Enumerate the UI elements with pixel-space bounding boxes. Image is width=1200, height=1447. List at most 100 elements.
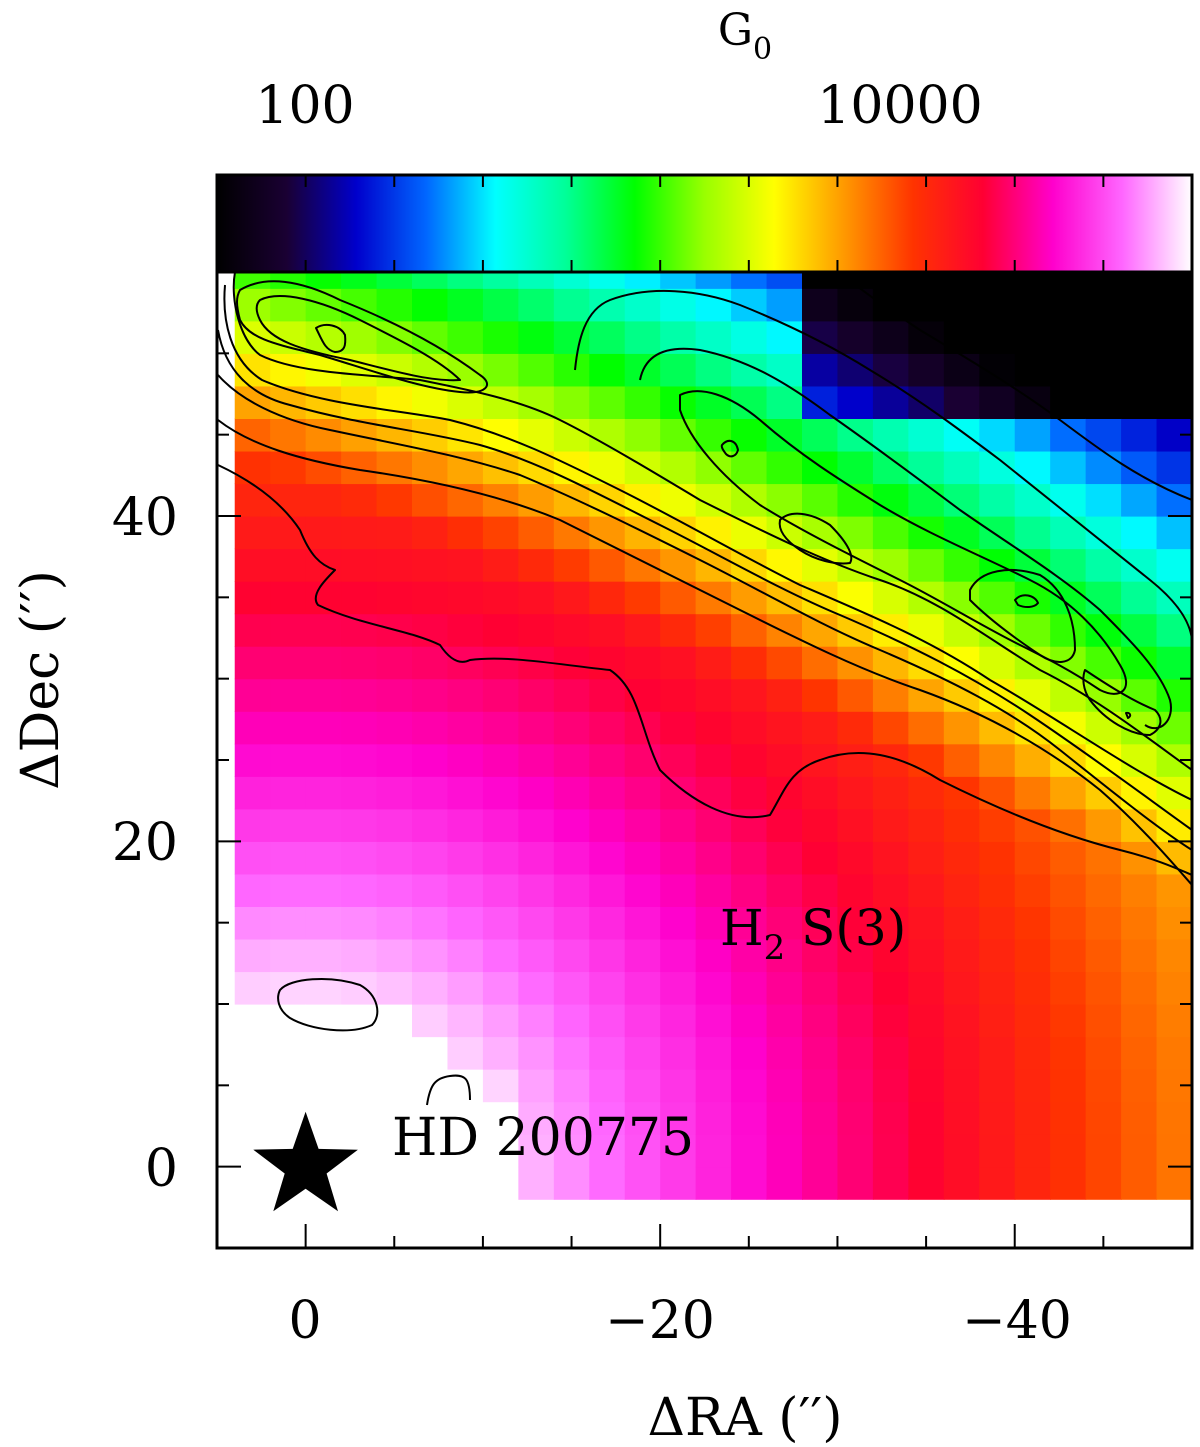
heatmap-cell: [1121, 548, 1158, 582]
heatmap-cell: [376, 288, 413, 322]
heatmap-cell: [1121, 581, 1158, 615]
heatmap-cell: [482, 353, 519, 387]
heatmap-cell: [482, 613, 519, 647]
heatmap-cell: [802, 971, 839, 1005]
heatmap-cell: [1121, 1166, 1158, 1200]
heatmap-cell: [872, 906, 909, 940]
heatmap-cell: [1050, 1004, 1087, 1038]
heatmap-cell: [270, 873, 307, 907]
heatmap-cell: [412, 646, 449, 680]
heatmap-cell: [1014, 743, 1051, 777]
heatmap-cell: [376, 808, 413, 842]
heatmap-cell: [731, 678, 768, 712]
heatmap-cell: [270, 971, 307, 1005]
heatmap-cell: [943, 808, 980, 842]
heatmap-cell: [341, 873, 378, 907]
heatmap-cell: [802, 353, 839, 387]
heatmap-cell: [624, 385, 661, 419]
heatmap-cell: [837, 971, 874, 1005]
heatmap-cell: [660, 873, 697, 907]
contour-7: [236, 280, 488, 394]
heatmap-cell: [341, 548, 378, 582]
heatmap-cell: [305, 711, 342, 745]
heatmap-cell: [589, 646, 626, 680]
heatmap-cell: [908, 906, 945, 940]
heatmap-cell: [412, 711, 449, 745]
heatmap-cell: [482, 678, 519, 712]
heatmap-cell: [234, 938, 271, 973]
heatmap-cell: [447, 938, 484, 973]
heatmap-cell: [1085, 808, 1122, 842]
heatmap-cell: [731, 646, 768, 680]
heatmap-cell: [412, 483, 449, 517]
heatmap-cell: [482, 1134, 519, 1168]
heatmap-cell: [908, 483, 945, 517]
heatmap-cell: [589, 873, 626, 907]
heatmap-cell: [447, 678, 484, 712]
heatmap-cell: [376, 516, 413, 550]
heatmap-cell: [412, 288, 449, 322]
heatmap-cell: [660, 613, 697, 647]
heatmap-cell: [1050, 938, 1087, 973]
heatmap-cell: [234, 743, 271, 777]
heatmap-cell: [1050, 743, 1087, 777]
heatmap-cell: [837, 1166, 874, 1200]
heatmap-cell: [695, 743, 732, 777]
heatmap-cell: [1014, 1069, 1051, 1103]
heatmap-cell: [660, 1166, 697, 1200]
heatmap-cell: [624, 776, 661, 810]
heatmap-cell: [908, 385, 945, 419]
heatmap-cell: [447, 1069, 484, 1103]
heatmap-cell: [943, 320, 980, 354]
y-tick-label-40: 40: [112, 488, 178, 548]
heatmap-cell: [660, 1101, 697, 1135]
hd200775-label: HD 200775: [392, 1108, 694, 1168]
heatmap-cell: [376, 646, 413, 680]
heatmap-cell: [695, 1101, 732, 1135]
heatmap-cell: [341, 971, 378, 1005]
heatmap-cell: [447, 516, 484, 550]
heatmap-cell: [624, 613, 661, 647]
heatmap-cell: [943, 841, 980, 875]
heatmap-cell: [553, 581, 590, 615]
heatmap-cell: [553, 288, 590, 322]
heatmap-cell: [1085, 711, 1122, 745]
x-tick-label-minus20: −20: [605, 1291, 715, 1351]
heatmap-cell: [376, 385, 413, 419]
heatmap-cell: [837, 938, 874, 973]
heatmap-cell: [660, 938, 697, 973]
heatmap-cell: [1156, 353, 1192, 387]
heatmap-cell: [979, 971, 1016, 1005]
heatmap-cell: [518, 418, 555, 452]
heatmap-cell: [518, 1069, 555, 1103]
colorbar-title: G0: [718, 5, 772, 67]
heatmap-cell: [412, 808, 449, 842]
heatmap-cell: [270, 938, 307, 973]
heatmap-cell: [553, 678, 590, 712]
heatmap-cell: [234, 841, 271, 875]
heatmap-cell: [1156, 971, 1192, 1005]
contour-11: [639, 347, 1172, 730]
heatmap-cell: [660, 483, 697, 517]
heatmap-cell: [518, 678, 555, 712]
heatmap-cell: [234, 776, 271, 810]
heatmap-cell: [731, 776, 768, 810]
heatmap-cell: [412, 581, 449, 615]
heatmap-cell: [234, 450, 271, 485]
heatmap-cell: [1014, 776, 1051, 810]
heatmap-cell: [908, 808, 945, 842]
heatmap-cell: [802, 581, 839, 615]
heatmap-cell: [695, 548, 732, 582]
heatmap-cell: [1156, 385, 1192, 419]
heatmap-cell: [518, 971, 555, 1005]
heatmap-cell: [447, 873, 484, 907]
x-axis-title: ΔRA (′′): [648, 1388, 843, 1447]
heatmap-cell: [766, 1166, 803, 1200]
heatmap-cell: [553, 938, 590, 973]
heatmap-cell: [1014, 320, 1051, 354]
heatmap-cell: [660, 418, 697, 452]
heatmap-cell: [341, 1069, 378, 1103]
heatmap-cell: [1085, 841, 1122, 875]
heatmap-cell: [589, 776, 626, 810]
heatmap-cell: [660, 581, 697, 615]
